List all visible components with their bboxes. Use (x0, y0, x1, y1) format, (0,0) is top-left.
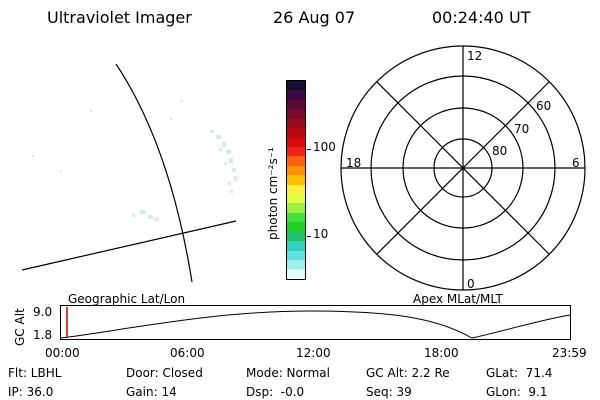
altitude-curve (60, 310, 571, 339)
colorbar-band (287, 109, 305, 119)
info-gain: Gain: 14 (126, 385, 177, 399)
info-seq: Seq: 39 (366, 385, 412, 399)
info-glon: GLon: 9.1 (486, 385, 548, 399)
colorbar-band (287, 269, 305, 279)
polar-label-lat-70: 70 (514, 122, 529, 136)
colorbar-band (287, 137, 305, 147)
colorbar-band (287, 156, 305, 166)
colorbar-band (287, 194, 305, 204)
colorbar-tick-100: 100 (313, 140, 336, 154)
timeline-ytick-9: 9.0 (33, 305, 53, 319)
colorbar-band (287, 203, 305, 213)
info-mode: Mode: Normal (246, 366, 330, 380)
colorbar-band (287, 118, 305, 129)
polar-label-0: 0 (467, 277, 475, 291)
colorbar-band (287, 99, 305, 110)
colorbar-band (287, 222, 305, 232)
colorbar-tick-mark-10 (307, 236, 311, 237)
info-door: Door: Closed (126, 366, 203, 380)
info-glat: GLat: 71.4 (486, 366, 553, 380)
timeline-xtick-2359: 23:59 (552, 346, 587, 360)
colorbar-band (287, 90, 305, 100)
colorbar-unit-label: photon cm⁻²s⁻¹ (266, 147, 280, 240)
colorbar-band (287, 81, 305, 91)
colorbar-band (287, 250, 305, 261)
colorbar-band (287, 231, 305, 242)
timeline-left-caption: Geographic Lat/Lon (68, 292, 186, 306)
polar-label-18: 18 (346, 156, 361, 170)
polar-mlt-plot: 12 18 6 0 60 70 80 (340, 45, 586, 291)
colorbar (286, 80, 306, 280)
timeline-xtick-1200: 12:00 (296, 346, 331, 360)
colorbar-tick-mark-100 (307, 149, 311, 150)
longitude-line (115, 63, 193, 283)
time-label: 00:24:40 UT (432, 8, 531, 27)
colorbar-band (287, 175, 305, 185)
date-label: 26 Aug 07 (273, 8, 356, 27)
info-ip: IP: 36.0 (8, 385, 54, 399)
aurora-emission-pixels (32, 100, 237, 221)
latitude-line (21, 220, 237, 271)
timeline-frame (60, 305, 571, 340)
colorbar-band (287, 212, 305, 223)
colorbar-band (287, 165, 305, 176)
timeline-right-caption: Apex MLat/MLT (413, 292, 503, 306)
geographic-image-panel (21, 63, 237, 283)
timeline-xtick-0000: 00:00 (45, 346, 80, 360)
colorbar-unit-text: photon cm⁻²s⁻¹ (266, 147, 280, 240)
colorbar-tick-10: 10 (313, 227, 329, 241)
timeline-plot (60, 305, 571, 340)
timeline-xtick-0600: 06:00 (170, 346, 205, 360)
colorbar-band (287, 184, 305, 195)
info-dsp: Dsp: -0.0 (246, 385, 305, 399)
colorbar-band (287, 241, 305, 251)
colorbar-band (287, 146, 305, 157)
polar-label-lat-80: 80 (492, 144, 507, 158)
instrument-title: Ultraviolet Imager (47, 8, 192, 27)
colorbar-band (287, 260, 305, 270)
colorbar-band (287, 128, 305, 138)
polar-label-6: 6 (572, 156, 580, 170)
polar-label-lat-60: 60 (536, 99, 551, 113)
polar-label-12: 12 (467, 49, 482, 63)
polar-meridian-diag2 (376, 81, 550, 255)
timeline-xtick-1800: 18:00 (424, 346, 459, 360)
timeline-ytick-1.8: 1.8 (33, 328, 53, 342)
info-gc-alt: GC Alt: 2.2 Re (366, 366, 450, 380)
timeline-axis-label: GC Alt (13, 308, 27, 346)
timeline-axis-text: GC Alt (13, 308, 27, 346)
info-filter: Flt: LBHL (8, 366, 62, 380)
